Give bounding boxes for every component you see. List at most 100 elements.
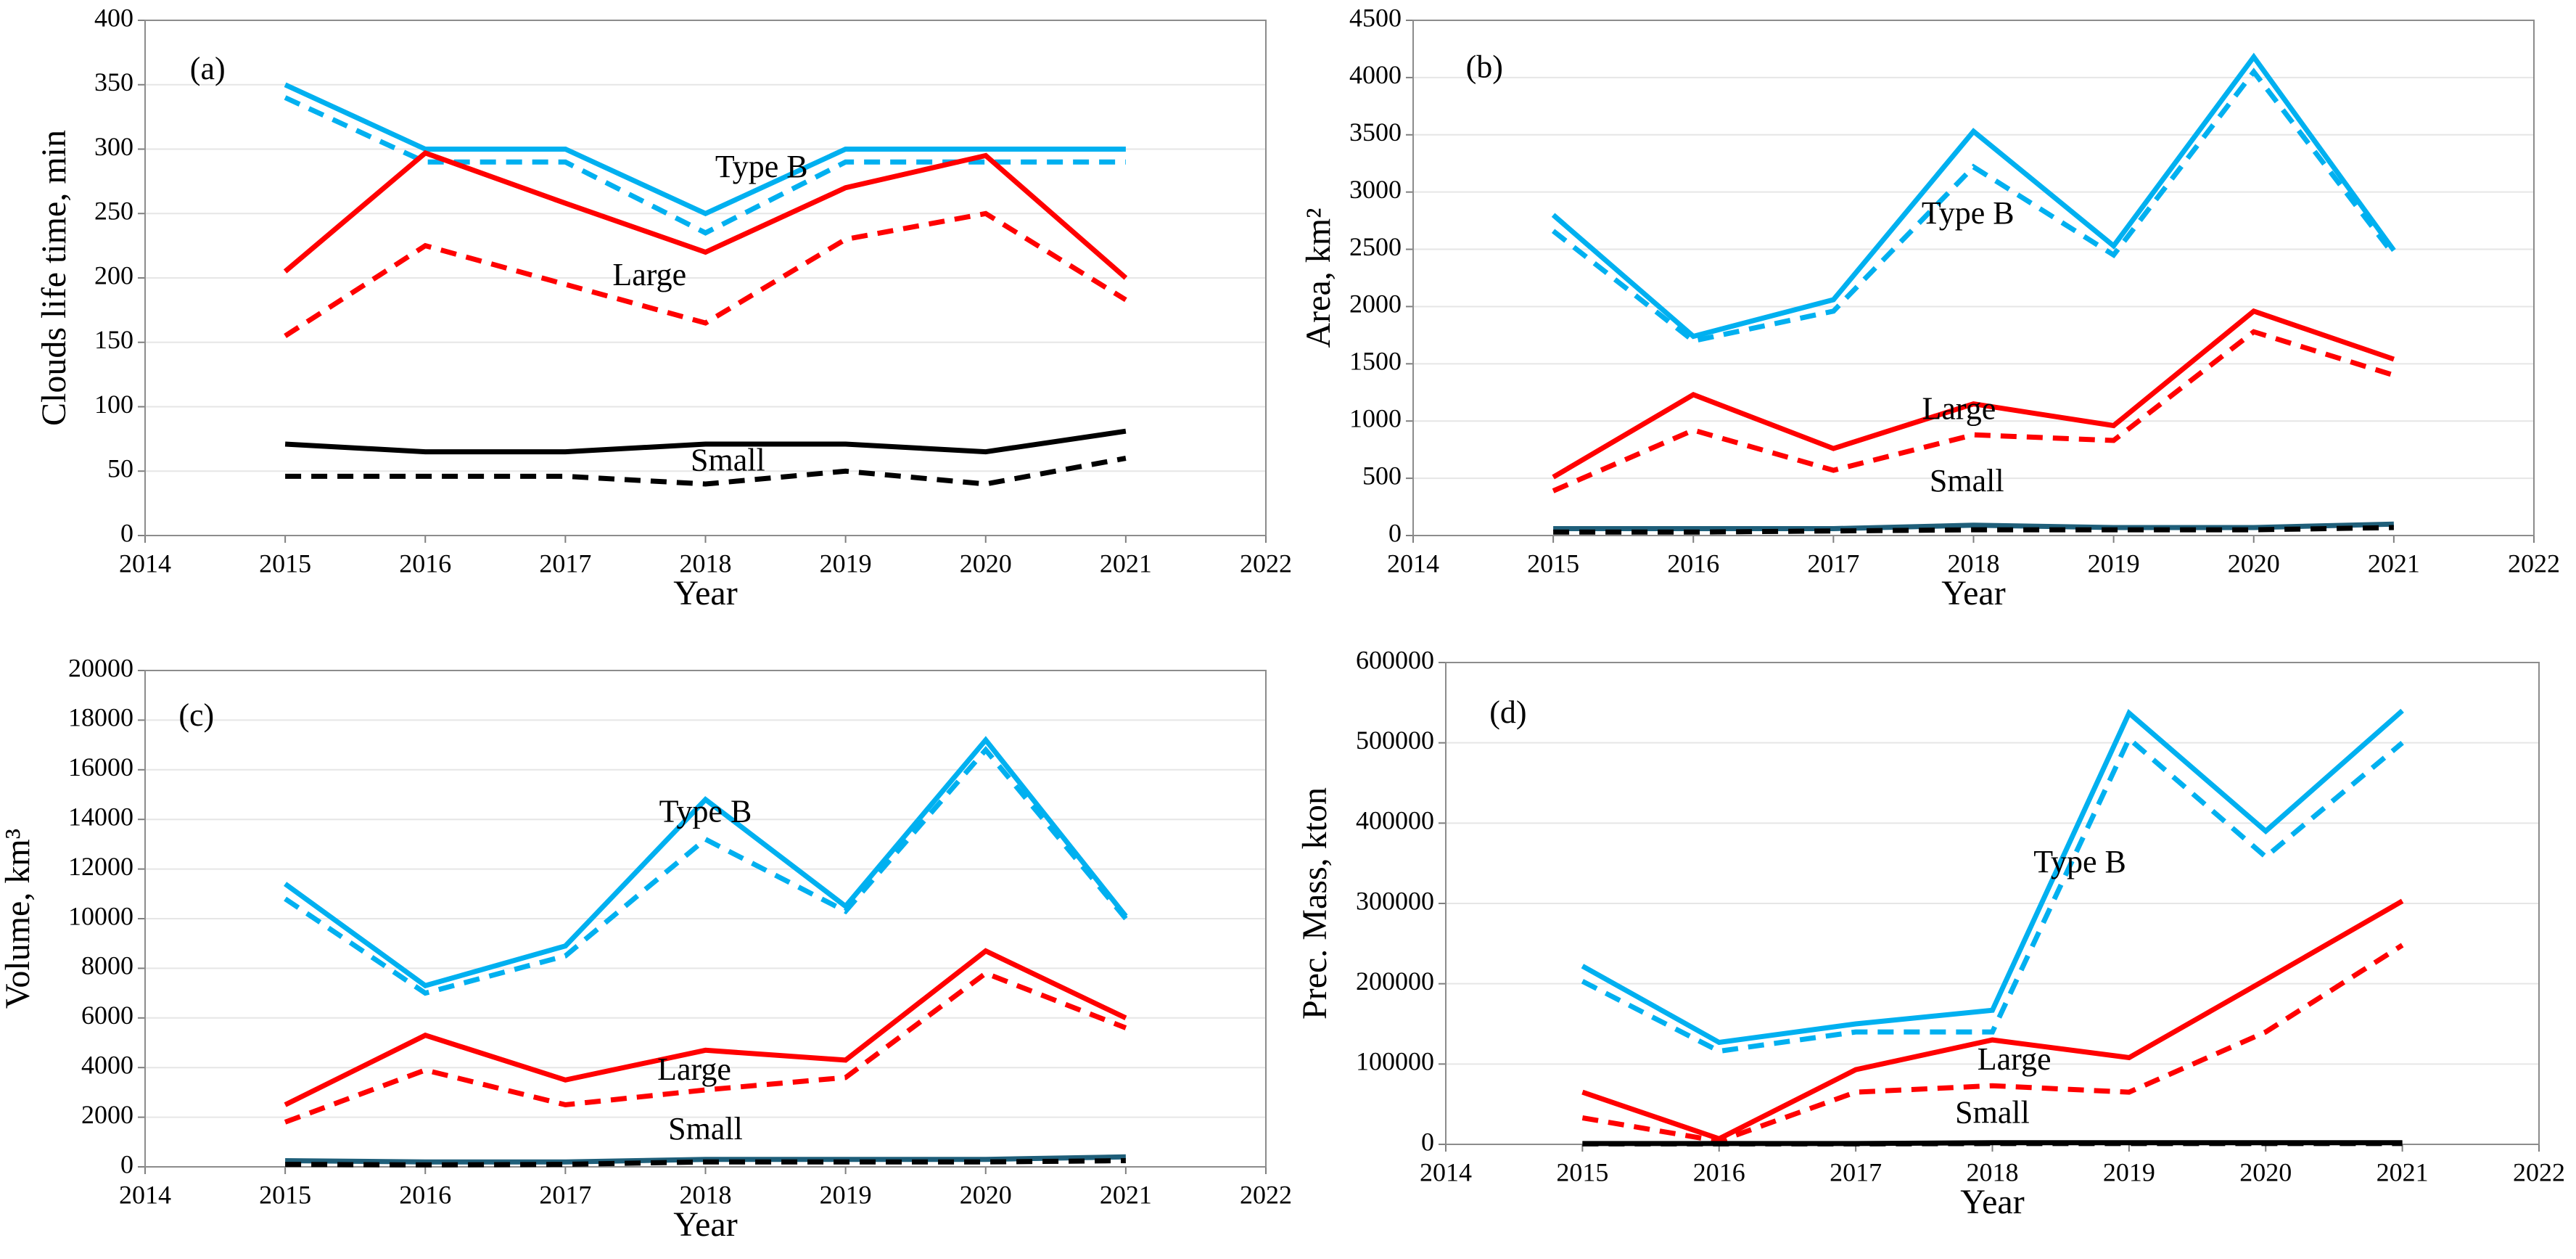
y-tick-label: 3500 (1349, 118, 1402, 147)
y-tick-label: 250 (94, 197, 133, 226)
y-tick-label: 8000 (81, 951, 133, 980)
x-tick-label: 2018 (1948, 549, 2000, 578)
x-tick-label: 2021 (1100, 549, 1152, 578)
annotation: Large (612, 257, 686, 292)
x-tick-label: 2017 (539, 1180, 591, 1209)
y-tick-label: 400 (94, 3, 133, 32)
y-tick-label: 300 (94, 132, 133, 161)
y-tick-label: 500 (1362, 461, 1402, 490)
x-tick-label: 2015 (259, 549, 311, 578)
x-tick-label: 2021 (1100, 1180, 1152, 1209)
x-tick-label: 2017 (1807, 549, 1859, 578)
annotation: (b) (1466, 49, 1503, 84)
annotation: Small (691, 443, 765, 478)
annotation: Large (1922, 391, 1996, 427)
y-tick-label: 1500 (1349, 347, 1402, 376)
series-line (284, 428, 1127, 455)
x-tick-label: 2022 (2508, 549, 2560, 578)
annotation: Small (1930, 463, 2004, 499)
annotation: (d) (1489, 694, 1526, 730)
x-axis-label: Year (673, 1205, 737, 1244)
series-line (1553, 521, 2394, 531)
x-tick-label: 2015 (259, 1180, 311, 1209)
plot-frame (1412, 20, 2535, 536)
series-line (284, 745, 1128, 996)
x-tick-label: 2020 (960, 1180, 1012, 1209)
series-line (1553, 525, 2394, 535)
x-tick-label: 2016 (1667, 549, 1719, 578)
x-tick-label: 2014 (119, 549, 171, 578)
series-line (283, 149, 1128, 280)
y-tick-label: 20000 (68, 653, 133, 682)
y-axis-label: Prec. Mass, kton (1296, 787, 1334, 1020)
x-tick-label: 2018 (1967, 1157, 2019, 1186)
series-line (1581, 734, 2404, 1054)
y-tick-label: 4500 (1349, 3, 1402, 32)
y-tick-label: 0 (120, 1149, 133, 1178)
x-axis-label: Year (673, 574, 737, 612)
series-line (1582, 1140, 2403, 1147)
y-tick-label: 200000 (1356, 967, 1434, 996)
x-tick-label: 2016 (1693, 1157, 1745, 1186)
y-tick-label: 150 (94, 325, 133, 354)
annotation: Large (657, 1051, 731, 1087)
y-tick-label: 0 (120, 518, 133, 547)
annotation: (a) (190, 51, 226, 86)
x-tick-label: 2019 (820, 1180, 872, 1209)
x-tick-label: 2019 (2088, 549, 2140, 578)
x-tick-label: 2022 (1240, 1180, 1292, 1209)
y-tick-label: 600000 (1356, 645, 1434, 674)
series-line (284, 95, 1126, 236)
series-line (1581, 708, 2404, 1046)
x-tick-label: 2020 (960, 549, 1012, 578)
x-tick-label: 2016 (399, 549, 451, 578)
y-tick-label: 18000 (68, 703, 133, 732)
annotation: Type B (1922, 195, 2015, 231)
x-tick-label: 2014 (1387, 549, 1439, 578)
y-tick-label: 350 (94, 67, 133, 97)
y-tick-label: 2500 (1349, 232, 1402, 261)
series-line (284, 210, 1127, 338)
series-line (1552, 329, 2395, 493)
y-tick-label: 0 (1388, 518, 1402, 547)
x-tick-label: 2022 (2513, 1157, 2565, 1186)
y-axis-label: Area, km² (1299, 208, 1338, 348)
y-tick-label: 2000 (81, 1100, 133, 1129)
x-tick-label: 2018 (680, 1180, 732, 1209)
x-tick-label: 2019 (2103, 1157, 2155, 1186)
y-tick-label: 3000 (1349, 175, 1402, 204)
x-axis-label: Year (1960, 1183, 2024, 1221)
y-tick-label: 10000 (68, 901, 133, 930)
x-tick-label: 2017 (539, 549, 591, 578)
y-tick-label: 100000 (1356, 1047, 1434, 1076)
y-tick-label: 0 (1421, 1127, 1434, 1156)
y-tick-label: 50 (107, 454, 133, 483)
x-tick-label: 2020 (2228, 549, 2280, 578)
x-tick-label: 2021 (2368, 549, 2420, 578)
series-line (284, 948, 1127, 1107)
y-tick-label: 14000 (68, 802, 133, 831)
y-tick-label: 200 (94, 261, 133, 290)
plot-frame (144, 670, 1267, 1168)
y-tick-label: 400000 (1356, 806, 1434, 835)
series-line (285, 1154, 1126, 1165)
annotation: Large (1978, 1041, 2052, 1077)
x-tick-label: 2016 (399, 1180, 451, 1209)
annotation: Type B (2033, 844, 2126, 879)
annotation: Small (1955, 1094, 2030, 1130)
y-tick-label: 12000 (68, 852, 133, 881)
series-line (284, 736, 1128, 989)
y-tick-label: 1000 (1349, 403, 1402, 432)
x-tick-label: 2018 (680, 549, 732, 578)
y-tick-label: 100 (94, 390, 133, 419)
series-line (285, 456, 1127, 487)
annotation: Type B (659, 793, 752, 829)
annotation: (c) (178, 697, 214, 733)
y-axis-label: Clouds life time, min (35, 130, 73, 426)
y-tick-label: 16000 (68, 752, 133, 782)
x-tick-label: 2014 (1420, 1157, 1472, 1186)
x-tick-label: 2015 (1527, 549, 1579, 578)
x-axis-label: Year (1941, 574, 2005, 612)
x-tick-label: 2015 (1556, 1157, 1608, 1186)
